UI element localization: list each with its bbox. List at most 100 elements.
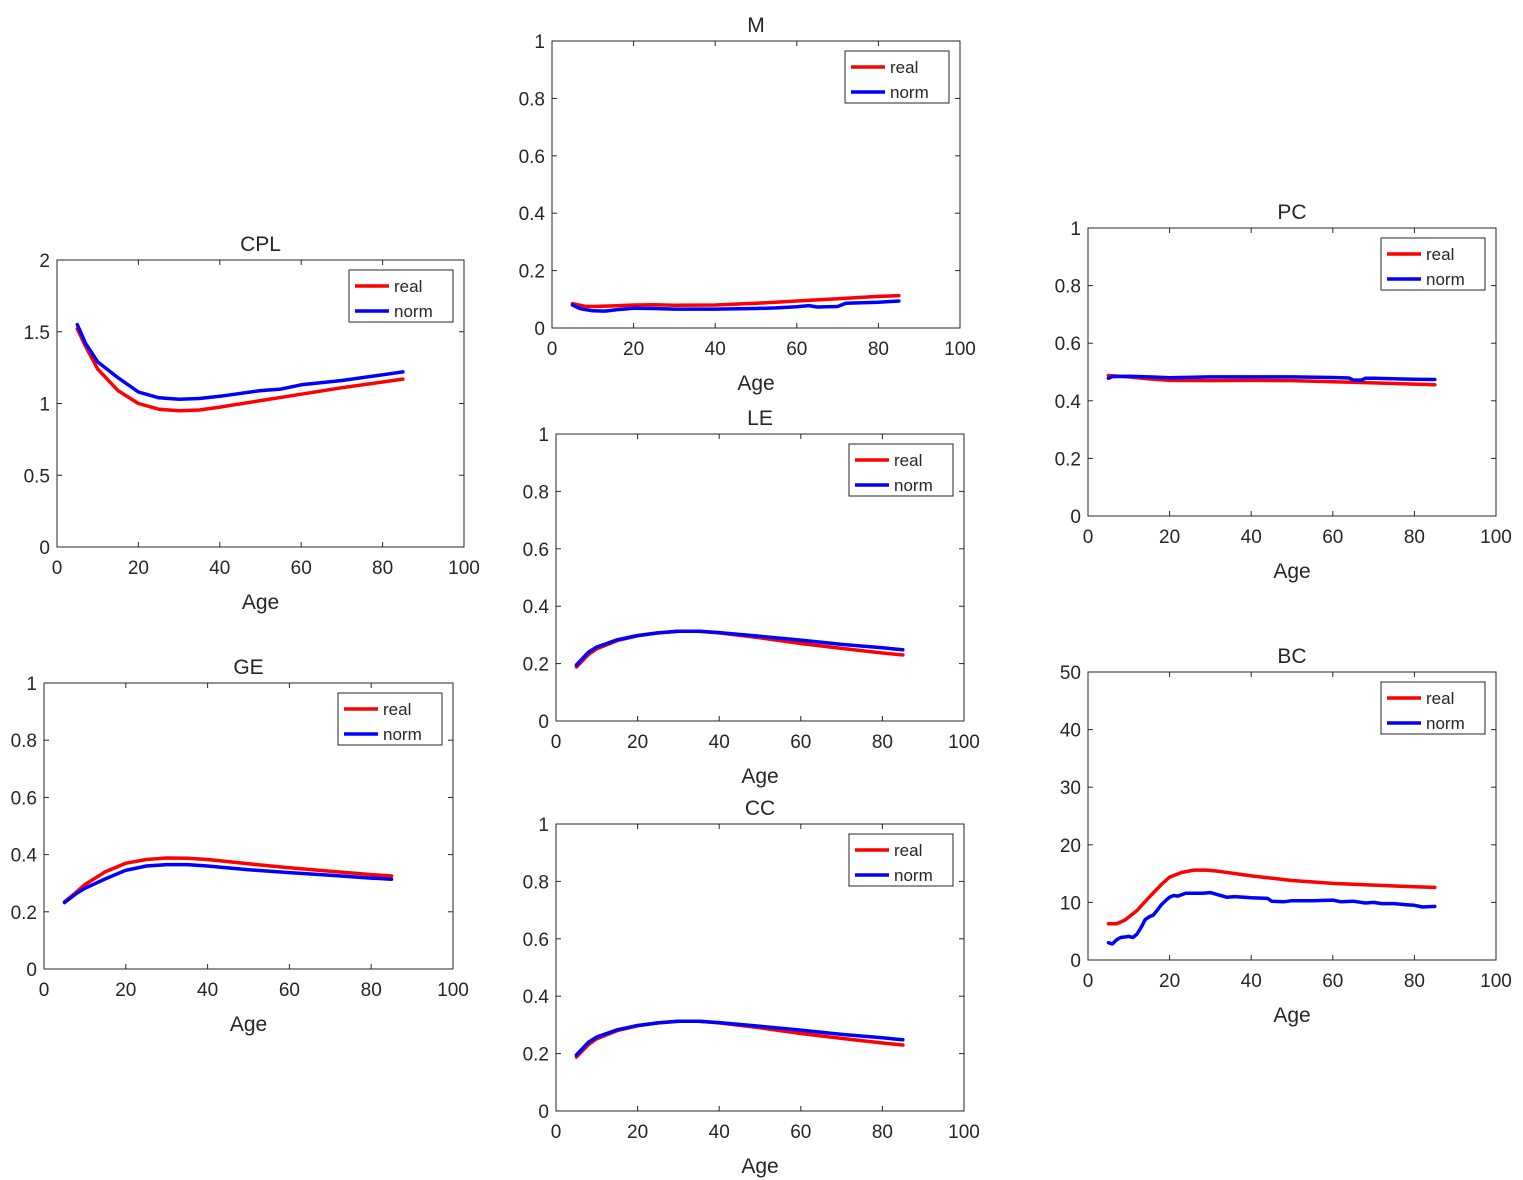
legend-box	[844, 50, 950, 104]
legend-label-norm: norm	[1426, 270, 1465, 289]
x-tick-label: 80	[372, 558, 393, 579]
y-tick-label: 0.8	[519, 89, 545, 110]
plot-frame	[555, 433, 965, 722]
x-tick-label: 60	[790, 1122, 811, 1143]
y-tick-label: 0.2	[11, 903, 37, 924]
chart-cpl: 0 20 40 60 80 100 0 0.5 1 1.5 2 CPL Age real norm	[24, 233, 480, 614]
legend: real norm	[337, 692, 443, 746]
x-tick-label: 40	[197, 980, 218, 1001]
legend-label-norm: norm	[394, 302, 433, 321]
x-tick-label: 100	[1480, 971, 1512, 992]
x-tick-label: 20	[1159, 527, 1180, 548]
legend: real norm	[848, 443, 954, 497]
x-tick-label: 40	[705, 339, 726, 360]
x-tick-label: 0	[39, 980, 50, 1001]
chart-m: 0 20 40 60 80 100 0 0.2 0.4 0.6 0.8 1 M Age real norm	[519, 14, 976, 395]
legend-box	[337, 692, 443, 746]
x-tick-label: 80	[872, 1122, 893, 1143]
series-line-norm	[1106, 374, 1437, 382]
x-tick-label: 40	[1241, 971, 1262, 992]
y-tick-label: 0.2	[523, 655, 549, 676]
y-tick-label: 10	[1060, 893, 1081, 914]
chart-bc: 0 20 40 60 80 100 0 10 20 30 40 50 BC Age real norm	[1060, 645, 1512, 1027]
legend-label-real: real	[383, 700, 411, 719]
x-tick-label: 100	[437, 980, 469, 1001]
legend: real norm	[1380, 681, 1486, 735]
y-tick-label: 0.8	[523, 872, 549, 893]
y-tick-label: 0.4	[11, 846, 38, 867]
y-tick-label: 0.8	[11, 731, 37, 752]
y-tick-label: 0.4	[523, 987, 550, 1008]
series-line-norm	[62, 862, 394, 905]
chart-title: BC	[1277, 645, 1306, 668]
legend-label-real: real	[1426, 689, 1454, 708]
y-tick-label: 0.2	[1055, 449, 1081, 470]
y-tick-label: 0.6	[11, 788, 37, 809]
y-tick-label: 20	[1060, 836, 1081, 857]
y-tick-label: 1	[538, 425, 549, 446]
chart-le: 0 20 40 60 80 100 0 0.2 0.4 0.6 0.8 1 LE Age real norm	[523, 407, 980, 788]
x-tick-label: 40	[709, 732, 730, 753]
plot-frame	[555, 823, 965, 1112]
y-tick-label: 0.6	[519, 147, 545, 168]
legend: real norm	[848, 833, 954, 887]
x-tick-label: 100	[1480, 527, 1512, 548]
x-tick-label: 20	[627, 1122, 648, 1143]
x-tick-label: 20	[128, 558, 149, 579]
y-tick-label: 1.5	[24, 323, 50, 344]
x-axis-label: Age	[741, 765, 778, 788]
x-axis-label: Age	[242, 591, 279, 614]
x-tick-label: 60	[1322, 527, 1343, 548]
y-tick-label: 40	[1060, 721, 1081, 742]
y-tick-label: 0.6	[523, 540, 549, 561]
series-line-norm	[574, 1019, 905, 1057]
series-line-norm	[570, 299, 901, 313]
series-line-norm	[574, 629, 905, 667]
series-line-real	[1106, 868, 1437, 926]
y-tick-label: 1	[1070, 219, 1081, 240]
y-tick-label: 0.2	[519, 262, 545, 283]
x-tick-label: 20	[623, 339, 644, 360]
x-tick-label: 100	[948, 1122, 980, 1143]
y-tick-label: 0.4	[523, 597, 550, 618]
y-tick-label: 0	[538, 1102, 549, 1123]
legend-label-norm: norm	[383, 725, 422, 744]
legend: real norm	[844, 50, 950, 104]
y-tick-label: 0	[1070, 951, 1081, 972]
chart-title: CPL	[240, 233, 281, 256]
x-tick-label: 60	[279, 980, 300, 1001]
y-tick-label: 0.5	[24, 466, 50, 487]
legend-box	[348, 269, 454, 323]
x-tick-label: 60	[1322, 971, 1343, 992]
chart-ge: 0 20 40 60 80 100 0 0.2 0.4 0.6 0.8 1 GE Age real norm	[11, 656, 469, 1036]
x-axis-label: Age	[1273, 1004, 1310, 1027]
legend-label-real: real	[890, 58, 918, 77]
chart-cc: 0 20 40 60 80 100 0 0.2 0.4 0.6 0.8 1 CC Age real norm	[523, 797, 980, 1178]
plot-frame	[1087, 671, 1497, 961]
plot-frame	[551, 40, 961, 329]
chart-title: M	[747, 14, 765, 37]
x-tick-label: 60	[790, 732, 811, 753]
plot-frame	[56, 259, 465, 548]
legend-label-norm: norm	[894, 866, 933, 885]
x-tick-label: 100	[448, 558, 480, 579]
y-tick-label: 0.6	[1055, 334, 1081, 355]
x-tick-label: 100	[948, 732, 980, 753]
x-tick-label: 80	[868, 339, 889, 360]
x-tick-label: 0	[52, 558, 63, 579]
y-tick-label: 2	[39, 251, 50, 272]
x-tick-label: 80	[1404, 971, 1425, 992]
y-tick-label: 1	[26, 674, 37, 695]
x-tick-label: 0	[1083, 527, 1094, 548]
legend-label-norm: norm	[890, 83, 929, 102]
y-tick-label: 0	[26, 960, 37, 981]
legend-label-real: real	[1426, 245, 1454, 264]
legend-box	[848, 443, 954, 497]
chart-title: PC	[1277, 201, 1306, 224]
legend-label-norm: norm	[894, 476, 933, 495]
plot-frame	[43, 682, 454, 970]
legend-label-real: real	[894, 841, 922, 860]
x-tick-label: 20	[1159, 971, 1180, 992]
x-axis-label: Age	[230, 1013, 267, 1036]
y-tick-label: 1	[39, 395, 50, 416]
